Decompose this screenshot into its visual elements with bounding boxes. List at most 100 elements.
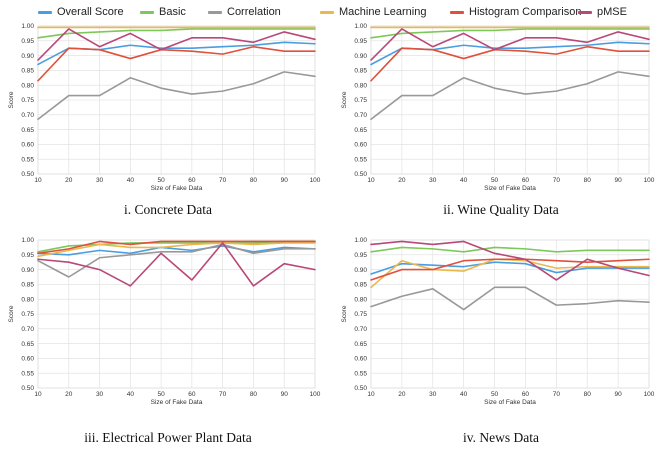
legend-label: Basic: [159, 6, 186, 18]
x-tick-label: 30: [429, 177, 437, 184]
series-line-correlation: [370, 71, 650, 121]
y-tick-label: 0.85: [354, 68, 367, 75]
y-tick-label: 0.55: [354, 156, 367, 163]
x-tick-label: 90: [614, 391, 622, 398]
legend-label: Machine Learning: [339, 6, 427, 18]
y-tick-label: 0.50: [21, 385, 34, 392]
x-tick-label: 30: [429, 391, 437, 398]
x-tick-label: 50: [491, 177, 499, 184]
y-tick-label: 0.95: [21, 38, 34, 45]
y-axis-title: Score: [341, 91, 348, 108]
x-tick-label: 40: [127, 177, 135, 184]
caption-concrete: i. Concrete Data: [123, 202, 213, 217]
x-axis-title: Size of Fake Data: [484, 185, 536, 192]
y-tick-label: 0.80: [354, 82, 367, 89]
y-tick-label: 0.75: [354, 97, 367, 104]
x-tick-label: 70: [219, 391, 227, 398]
y-tick-label: 0.65: [21, 127, 34, 134]
y-tick-label: 0.60: [21, 356, 34, 363]
x-tick-label: 10: [367, 177, 375, 184]
x-tick-label: 100: [310, 177, 321, 184]
y-tick-label: 0.90: [354, 267, 367, 274]
series-line-histogram-comparison: [370, 45, 650, 82]
legend-item-machine-learning: Machine Learning: [320, 3, 426, 21]
y-tick-label: 0.60: [354, 356, 367, 363]
series-line-pmse: [370, 28, 650, 61]
legend-label: Correlation: [227, 6, 281, 18]
x-axis-title: Size of Fake Data: [151, 399, 203, 406]
x-tick-label: 70: [219, 177, 227, 184]
x-tick-label: 60: [522, 391, 530, 398]
y-tick-label: 0.75: [354, 311, 367, 318]
series-line-correlation: [37, 243, 316, 278]
y-tick-label: 0.75: [21, 97, 34, 104]
y-tick-label: 0.95: [354, 38, 367, 45]
y-tick-label: 0.85: [21, 68, 34, 75]
x-tick-label: 20: [65, 391, 73, 398]
y-tick-label: 0.70: [21, 112, 34, 119]
y-tick-label: 1.00: [21, 237, 34, 244]
x-tick-label: 40: [127, 391, 135, 398]
y-tick-label: 0.70: [354, 112, 367, 119]
caption-wine-quality: ii. Wine Quality Data: [443, 202, 559, 217]
y-tick-label: 0.90: [354, 53, 367, 60]
x-tick-label: 90: [614, 177, 622, 184]
x-tick-label: 50: [491, 391, 499, 398]
chart-concrete: 0.50 0.55 0.60 0.65 0.70 0.75 0.80 0.85 0.90 0.95…: [8, 23, 321, 192]
y-tick-label: 0.90: [21, 267, 34, 274]
series-line-basic: [370, 28, 650, 39]
legend-swatch: [320, 10, 334, 14]
x-tick-label: 10: [367, 391, 375, 398]
y-tick-label: 0.90: [21, 53, 34, 60]
x-tick-label: 100: [644, 391, 655, 398]
y-tick-label: 1.00: [354, 23, 367, 30]
x-tick-label: 70: [553, 177, 561, 184]
x-tick-label: 70: [553, 391, 561, 398]
x-tick-label: 90: [281, 391, 289, 398]
legend-swatch: [450, 10, 464, 14]
y-tick-label: 0.50: [354, 385, 367, 392]
x-tick-label: 80: [250, 391, 258, 398]
y-tick-label: 0.55: [354, 370, 367, 377]
y-tick-label: 0.65: [21, 341, 34, 348]
legend-item-pmse: pMSE: [578, 3, 627, 21]
legend-item-basic: Basic: [140, 3, 186, 21]
legend-swatch: [578, 10, 592, 14]
x-tick-label: 40: [460, 177, 468, 184]
x-tick-label: 50: [157, 391, 165, 398]
series-line-pmse: [37, 28, 316, 61]
x-tick-label: 60: [188, 391, 196, 398]
x-tick-label: 40: [460, 391, 468, 398]
x-tick-label: 20: [65, 177, 73, 184]
y-tick-label: 0.70: [21, 326, 34, 333]
series-line-machine-learning: [37, 242, 316, 258]
y-tick-label: 0.50: [354, 171, 367, 178]
y-tick-label: 0.75: [21, 311, 34, 318]
y-axis-title: Score: [8, 305, 15, 322]
x-tick-label: 30: [96, 391, 104, 398]
x-axis-title: Size of Fake Data: [484, 399, 536, 406]
legend-swatch: [140, 10, 154, 14]
chart-wine-quality: 0.50 0.55 0.60 0.65 0.70 0.75 0.80 0.85 0.90 0.95…: [341, 23, 655, 192]
x-tick-label: 20: [398, 177, 406, 184]
x-tick-label: 60: [522, 177, 530, 184]
chart-news: 0.50 0.55 0.60 0.65 0.70 0.75 0.80 0.85 0.90 0.95…: [341, 237, 655, 406]
x-tick-label: 80: [584, 177, 592, 184]
series-line-correlation: [37, 71, 316, 121]
y-tick-label: 0.65: [354, 341, 367, 348]
legend-label: Overall Score: [57, 6, 124, 18]
y-axis-title: Score: [8, 91, 15, 108]
series-line-pmse: [37, 242, 316, 287]
y-tick-label: 0.95: [21, 252, 34, 259]
y-tick-label: 0.80: [21, 82, 34, 89]
y-tick-label: 0.85: [354, 282, 367, 289]
caption-electrical-power-plant: iii. Electrical Power Plant Data: [84, 430, 252, 445]
x-tick-label: 10: [34, 391, 42, 398]
x-tick-label: 30: [96, 177, 104, 184]
x-axis-title: Size of Fake Data: [151, 185, 203, 192]
y-tick-label: 0.50: [21, 171, 34, 178]
y-tick-label: 0.80: [21, 296, 34, 303]
x-tick-label: 80: [250, 177, 258, 184]
x-tick-label: 90: [281, 177, 289, 184]
x-tick-label: 10: [34, 177, 42, 184]
